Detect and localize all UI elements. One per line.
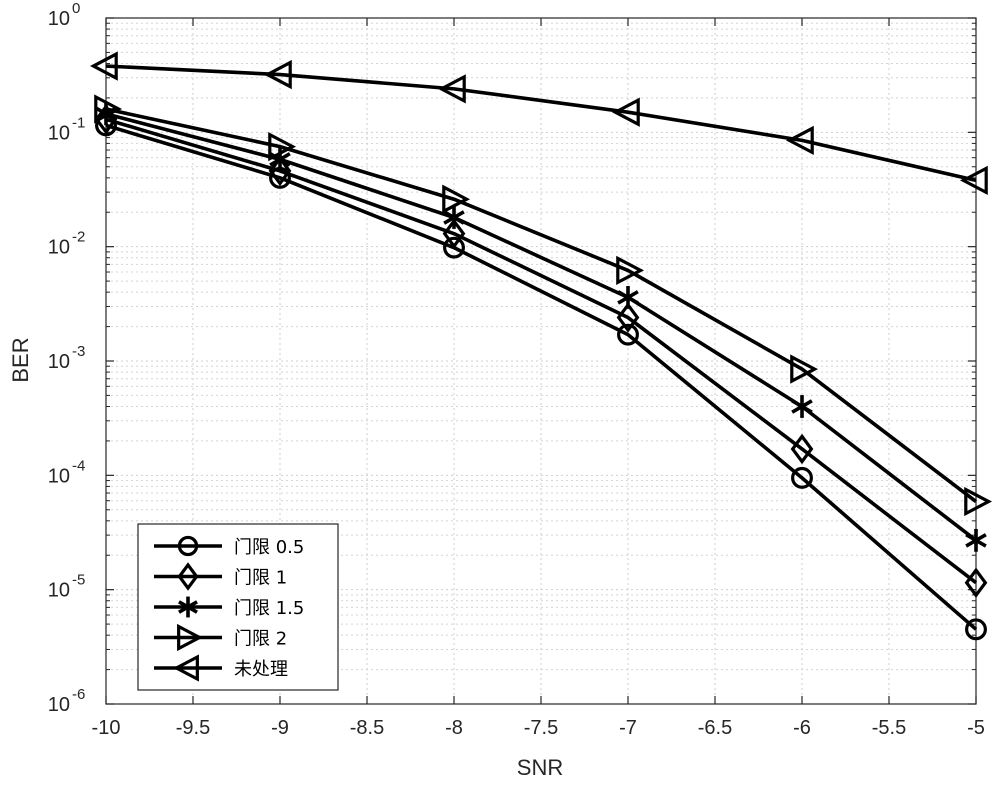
legend-entry: 未处理: [154, 654, 288, 682]
series-line: [105, 117, 978, 585]
triangle-right-marker: [268, 131, 297, 162]
asterisk-stroke: [791, 399, 813, 414]
triangle-left-marker: [959, 165, 988, 196]
legend-label: 门限 0.5: [234, 537, 304, 558]
asterisk-marker: [617, 285, 639, 309]
legend-label: 门限 1: [234, 568, 287, 589]
legend-label: 门限 2: [234, 629, 287, 650]
series-line: [105, 64, 977, 183]
x-tick-label: -7.5: [524, 717, 558, 739]
x-tick-label: -5.5: [872, 717, 906, 739]
triangle-right-marker: [964, 486, 993, 517]
asterisk-marker: [791, 395, 813, 418]
y-tick-label: 10: [48, 237, 70, 259]
triangle-left-marker: [89, 51, 118, 81]
asterisk-marker: [178, 596, 198, 618]
circle-marker: [965, 618, 987, 641]
series-5: [89, 51, 988, 196]
x-tick-label: -5: [967, 717, 985, 739]
circle-marker: [791, 466, 813, 489]
series-4: [94, 94, 993, 517]
circle-marker: [617, 323, 639, 346]
asterisk-stroke: [443, 210, 465, 225]
diamond-marker: [790, 433, 814, 465]
y-tick-exponent: -6: [72, 686, 85, 703]
triangle-left-marker: [785, 125, 814, 156]
triangle-left-marker: [611, 97, 640, 127]
y-axis-title: BER: [8, 337, 33, 382]
y-tick-label: 10: [48, 580, 70, 602]
triangle-right-marker: [94, 94, 123, 124]
y-tick-exponent: -2: [72, 229, 85, 246]
y-tick-exponent: 0: [72, 0, 80, 17]
x-tick-label: -9.5: [176, 717, 210, 739]
diamond-marker: [442, 218, 466, 249]
x-tick-label: -6.5: [698, 717, 732, 739]
asterisk-stroke: [965, 533, 987, 548]
series-1: [95, 114, 987, 641]
circle-marker: [177, 535, 199, 557]
legend-label: 未处理: [234, 659, 288, 680]
diamond-marker: [268, 155, 292, 187]
x-axis-title: SNR: [517, 755, 563, 780]
diamond-marker: [177, 562, 199, 591]
series-line: [105, 112, 978, 542]
legend-label: 门限 1.5: [234, 598, 304, 619]
y-tick-label: 10: [48, 351, 70, 373]
x-tick-label: -7: [619, 717, 637, 739]
triangle-right-marker: [790, 354, 819, 384]
asterisk-stroke: [178, 600, 198, 614]
axes: -10 -9.5 -9 -8.5 -8 -7.5 -7 -6.5 -6 -5.5 -510 -610-…: [48, 0, 985, 739]
legend: 门限 0.5 门限 1 门限 1.5 门限 2 未处理: [137, 523, 339, 691]
triangle-right-marker: [442, 184, 471, 214]
triangle-right-marker: [616, 255, 645, 286]
y-tick-label: 10: [48, 122, 70, 144]
x-tick-label: -6: [793, 717, 811, 739]
legend-entry: 门限 2: [154, 623, 287, 652]
triangle-left-marker: [263, 59, 292, 90]
asterisk-stroke: [617, 290, 639, 305]
y-tick-exponent: -1: [72, 114, 85, 131]
y-tick-exponent: -4: [72, 457, 85, 474]
x-tick-label: -10: [92, 717, 121, 739]
x-tick-label: -8.5: [350, 717, 384, 739]
asterisk-marker: [965, 528, 987, 552]
circle-marker: [443, 236, 465, 259]
series-2: [94, 104, 988, 599]
diamond-marker: [616, 302, 640, 333]
series-group: [89, 51, 993, 641]
x-tick-label: -8: [445, 717, 463, 739]
y-tick-label: 10: [48, 694, 70, 716]
triangle-left-marker: [437, 74, 466, 104]
legend-entry: 门限 1: [154, 562, 287, 591]
legend-entry: 门限 0.5: [154, 535, 304, 558]
y-tick-label: 10: [48, 465, 70, 487]
y-tick-label: 10: [48, 8, 70, 30]
legend-entry: 门限 1.5: [154, 596, 304, 619]
y-tick-exponent: -3: [72, 343, 85, 360]
series-line: [105, 107, 978, 503]
triangle-left-marker: [173, 654, 199, 682]
series-line: [105, 123, 978, 631]
x-tick-label: -9: [271, 717, 289, 739]
diamond-marker: [964, 567, 988, 599]
y-tick-exponent: -5: [72, 572, 85, 589]
asterisk-marker: [443, 206, 465, 229]
triangle-right-marker: [177, 623, 203, 652]
